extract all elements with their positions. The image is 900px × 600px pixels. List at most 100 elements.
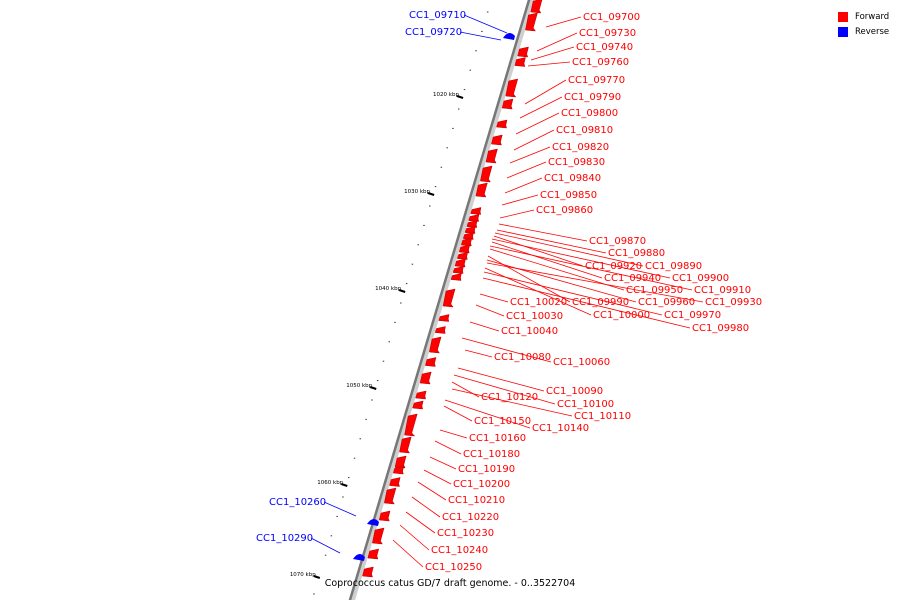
scale-tick-label: 1060 kbp — [317, 480, 343, 486]
gene-feature-forward — [394, 455, 407, 469]
label-leader-line — [323, 501, 357, 517]
label-leader-line — [527, 61, 571, 67]
gene-label: CC1_10290 — [256, 533, 313, 544]
label-leader-line — [439, 429, 468, 439]
gene-label: CC1_09700 — [583, 12, 640, 23]
gene-feature-forward — [530, 0, 543, 14]
label-leader-line — [459, 31, 502, 41]
label-leader-line — [545, 16, 582, 28]
gene-feature-forward — [450, 273, 462, 281]
gene-label: CC1_09770 — [568, 75, 625, 86]
gene-feature-forward — [501, 98, 514, 110]
gene-feature-forward — [362, 566, 374, 578]
gene-label: CC1_10000 — [593, 310, 650, 321]
label-leader-line — [486, 259, 637, 303]
gene-label: CC1_09740 — [576, 42, 633, 53]
legend-swatch-forward — [838, 11, 848, 22]
gene-label: CC1_10220 — [442, 512, 499, 523]
label-leader-line — [453, 374, 556, 405]
legend-label-forward: Forward — [855, 11, 890, 22]
label-leader-line — [493, 235, 584, 267]
gene-feature-forward — [372, 527, 385, 545]
label-leader-line — [504, 177, 543, 194]
gene-label: CC1_09790 — [564, 92, 621, 103]
label-leader-line — [487, 255, 571, 303]
label-leader-line — [513, 129, 555, 151]
label-leader-line — [506, 161, 547, 179]
label-leader-line — [509, 146, 551, 164]
gene-feature-forward — [384, 487, 397, 505]
gene-feature-forward — [462, 232, 474, 240]
label-leader-line — [475, 304, 505, 317]
gene-feature-forward — [517, 46, 529, 58]
gene-feature-forward — [475, 182, 488, 198]
label-leader-line — [444, 399, 531, 429]
legend: Forward Reverse — [838, 9, 889, 39]
gene-label: CC1_10190 — [458, 464, 515, 475]
gene-feature-forward — [458, 244, 471, 254]
gene-feature-forward — [419, 371, 432, 385]
label-leader-line — [464, 349, 493, 358]
gene-feature-forward — [468, 214, 480, 222]
gene-label: CC1_09880 — [608, 248, 665, 259]
gene-feature-forward — [452, 266, 464, 274]
scale-tick — [369, 386, 377, 390]
gene-feature-forward — [456, 252, 468, 260]
gene-label: CC1_10030 — [506, 311, 563, 322]
scale-tick-label: 1020 kbp — [433, 92, 459, 98]
gene-label: CC1_09810 — [556, 125, 613, 136]
label-leader-lines — [310, 14, 704, 568]
gene-label: CC1_10140 — [532, 423, 589, 434]
gene-feature-forward — [460, 237, 473, 247]
gene-feature-reverse — [503, 32, 515, 40]
label-leader-line — [519, 96, 563, 119]
gene-label: CC1_10240 — [431, 545, 488, 556]
genome-backbone — [348, 0, 531, 600]
gene-feature-forward — [429, 336, 442, 354]
gene-feature-forward — [505, 78, 519, 98]
label-leader-line — [443, 405, 473, 422]
gene-label: CC1_09920 — [585, 261, 642, 272]
gene-label: CC1_10060 — [553, 357, 610, 368]
gene-label: CC1_10230 — [437, 528, 494, 539]
label-leader-line — [499, 209, 535, 219]
gene-label: CC1_09960 — [638, 297, 695, 308]
label-leader-line — [530, 46, 575, 61]
gene-label: CC1_10180 — [463, 449, 520, 460]
label-leader-line — [434, 440, 462, 455]
gene-label: CC1_10090 — [546, 386, 603, 397]
label-leader-line — [515, 112, 560, 135]
label-leader-line — [411, 496, 441, 518]
gene-label: CC1_09990 — [572, 297, 629, 308]
label-leader-line — [451, 381, 480, 398]
label-leader-line — [451, 388, 573, 417]
gene-label: CC1_09980 — [692, 323, 749, 334]
label-leader-line — [491, 238, 671, 279]
gene-label: CC1_09860 — [536, 205, 593, 216]
label-leader-line — [399, 524, 430, 551]
legend-swatch-reverse — [838, 26, 848, 37]
label-leader-line — [482, 277, 691, 329]
label-leader-line — [429, 456, 457, 470]
gene-feature-forward — [454, 258, 466, 268]
gene-label: CC1_09930 — [705, 297, 762, 308]
gene-feature-forward — [491, 134, 503, 146]
gene-label: CC1_09940 — [604, 273, 661, 284]
gene-label: CC1_09950 — [626, 285, 683, 296]
gene-feature-forward — [464, 226, 476, 234]
legend-label-reverse: Reverse — [855, 26, 890, 37]
gene-feature-forward — [525, 12, 538, 32]
gene-label: CC1_10250 — [425, 562, 482, 573]
gene-label: CC1_10080 — [494, 352, 551, 363]
gene-label: CC1_10020 — [510, 297, 567, 308]
gene-feature-forward — [480, 165, 493, 183]
gene-feature-forward — [485, 148, 498, 164]
scale-tick — [340, 483, 348, 487]
gene-feature-reverse — [353, 553, 365, 561]
gene-feature-forward — [470, 207, 482, 215]
gene-feature-reverse — [367, 518, 379, 526]
label-leader-line — [483, 271, 663, 316]
label-leader-line — [417, 481, 447, 501]
gene-label: CC1_09830 — [548, 157, 605, 168]
